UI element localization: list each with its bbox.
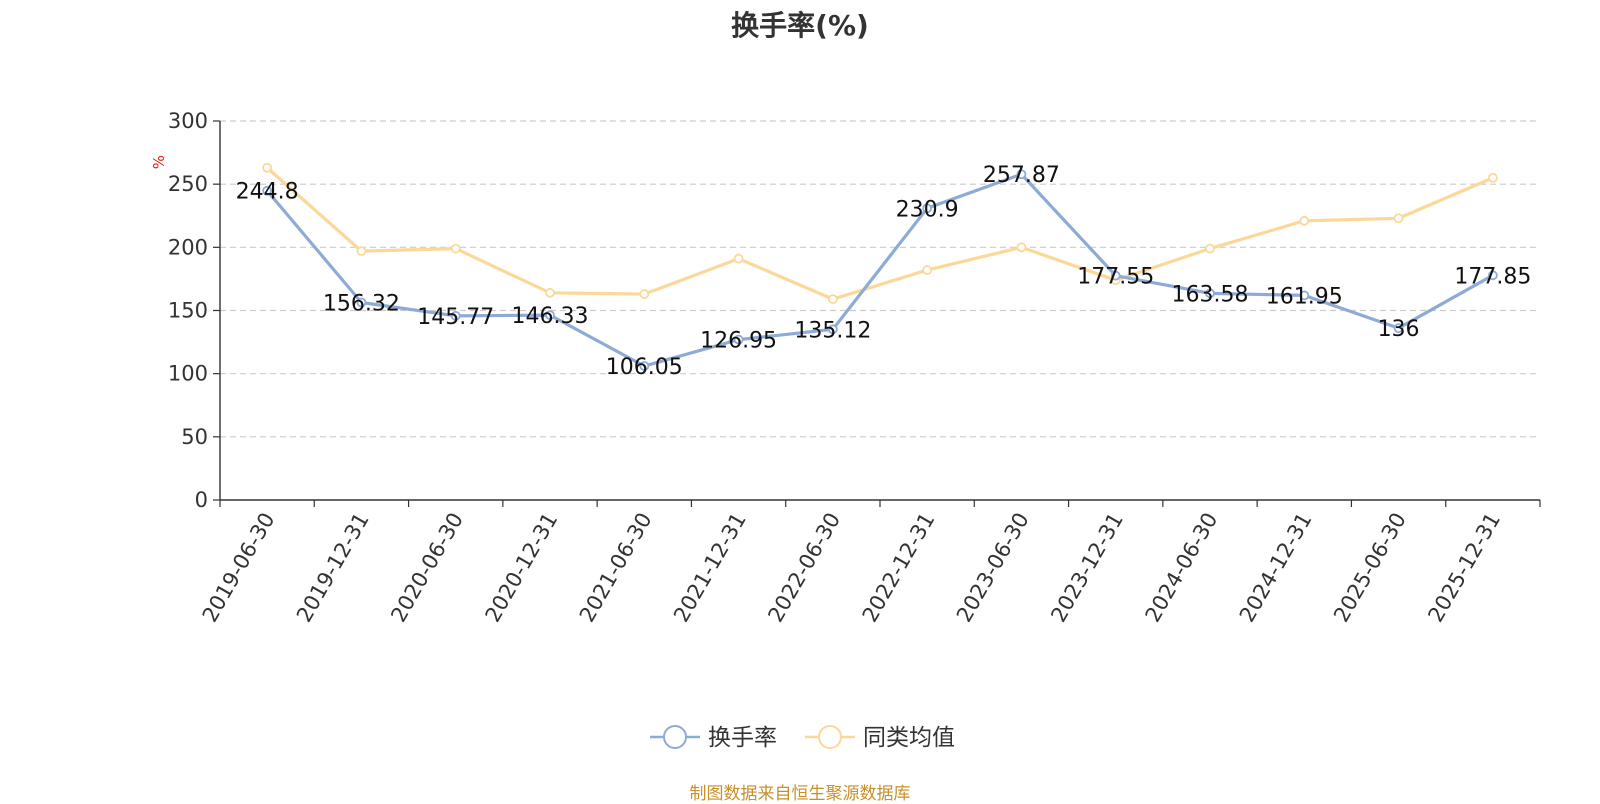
data-label: 146.33 <box>512 304 589 329</box>
x-tick-label: 2022-12-31 <box>858 509 940 627</box>
data-point-turnover <box>1393 323 1404 334</box>
y-tick-label: 300 <box>168 109 208 133</box>
data-label: 161.95 <box>1266 284 1343 309</box>
data-label: 257.87 <box>983 163 1060 188</box>
series-line-peer-average <box>266 166 1494 301</box>
x-tick-label: 2025-12-31 <box>1423 509 1505 627</box>
x-tick-label: 2020-12-31 <box>481 509 563 627</box>
data-label: 177.85 <box>1454 264 1531 289</box>
data-point-peer-average <box>1016 242 1027 253</box>
chart-title: 换手率(%) <box>731 9 869 42</box>
data-point-peer-average <box>639 289 650 299</box>
x-tick-label: 2023-06-30 <box>952 509 1034 627</box>
data-label: 230.9 <box>896 197 959 222</box>
x-tick-label: 2024-06-30 <box>1141 509 1223 627</box>
data-label: 163.58 <box>1172 282 1249 307</box>
source-note: 制图数据来自恒生聚源数据库 <box>689 784 911 804</box>
y-tick-label: 50 <box>181 425 208 449</box>
x-tick-label: 2023-12-31 <box>1046 509 1128 627</box>
data-point-turnover <box>1299 290 1310 301</box>
data-label: 156.32 <box>323 292 400 317</box>
x-tick-label: 2020-06-30 <box>386 509 468 627</box>
data-label: 244.8 <box>236 180 299 205</box>
x-tick-label: 2019-06-30 <box>198 509 280 627</box>
x-tick-label: 2019-12-31 <box>292 509 374 627</box>
x-tick-label: 2021-06-30 <box>575 509 657 627</box>
data-label: 136 <box>1378 317 1420 342</box>
x-tick-label: 2024-12-31 <box>1235 509 1317 627</box>
x-tick-label: 2022-06-30 <box>763 509 845 627</box>
data-point-turnover <box>827 324 838 335</box>
y-tick-label: 150 <box>168 299 208 323</box>
data-point-turnover <box>450 310 461 321</box>
data-point-peer-average <box>450 243 461 254</box>
data-point-turnover <box>1110 270 1121 281</box>
legend-turnover-label: 换手率 <box>708 725 777 751</box>
data-label: 135.12 <box>794 318 871 343</box>
data-point-turnover <box>922 203 933 214</box>
x-tick-label: 2025-06-30 <box>1329 509 1411 627</box>
data-point-peer-average <box>356 246 367 257</box>
data-point-peer-average <box>262 162 273 173</box>
data-point-peer-average <box>922 265 933 275</box>
data-point-peer-average <box>733 253 744 264</box>
data-point-turnover <box>1487 270 1498 281</box>
data-point-turnover <box>733 334 744 345</box>
data-point-peer-average <box>1393 213 1404 224</box>
x-tick-label: 2021-12-31 <box>669 509 751 627</box>
data-point-peer-average <box>545 287 555 298</box>
y-tick-label: 100 <box>168 362 208 386</box>
legend-peer-average-label: 同类均值 <box>863 725 955 751</box>
data-label: 126.95 <box>700 329 777 354</box>
y-tick-label: 0 <box>195 488 208 512</box>
data-point-peer-average <box>1487 172 1498 183</box>
data-label: 145.77 <box>417 305 494 330</box>
data-point-turnover <box>545 310 555 321</box>
data-point-turnover <box>1016 169 1027 180</box>
legend-turnover-marker <box>663 725 687 749</box>
data-point-peer-average <box>1299 215 1310 226</box>
data-point-turnover <box>356 297 367 308</box>
data-point-turnover <box>1205 288 1215 299</box>
legend-peer-average-marker <box>818 725 842 749</box>
data-point-peer-average <box>827 294 838 305</box>
y-tick-label: 250 <box>168 172 208 196</box>
data-label: 106.05 <box>606 355 683 380</box>
data-point-peer-average <box>1205 243 1215 254</box>
data-label: 177.55 <box>1077 265 1154 290</box>
y-tick-label: 200 <box>168 235 208 259</box>
data-point-turnover <box>262 185 273 196</box>
y-axis-label: % <box>150 155 168 169</box>
series-line-turnover <box>265 172 1494 368</box>
data-point-turnover <box>639 361 650 371</box>
